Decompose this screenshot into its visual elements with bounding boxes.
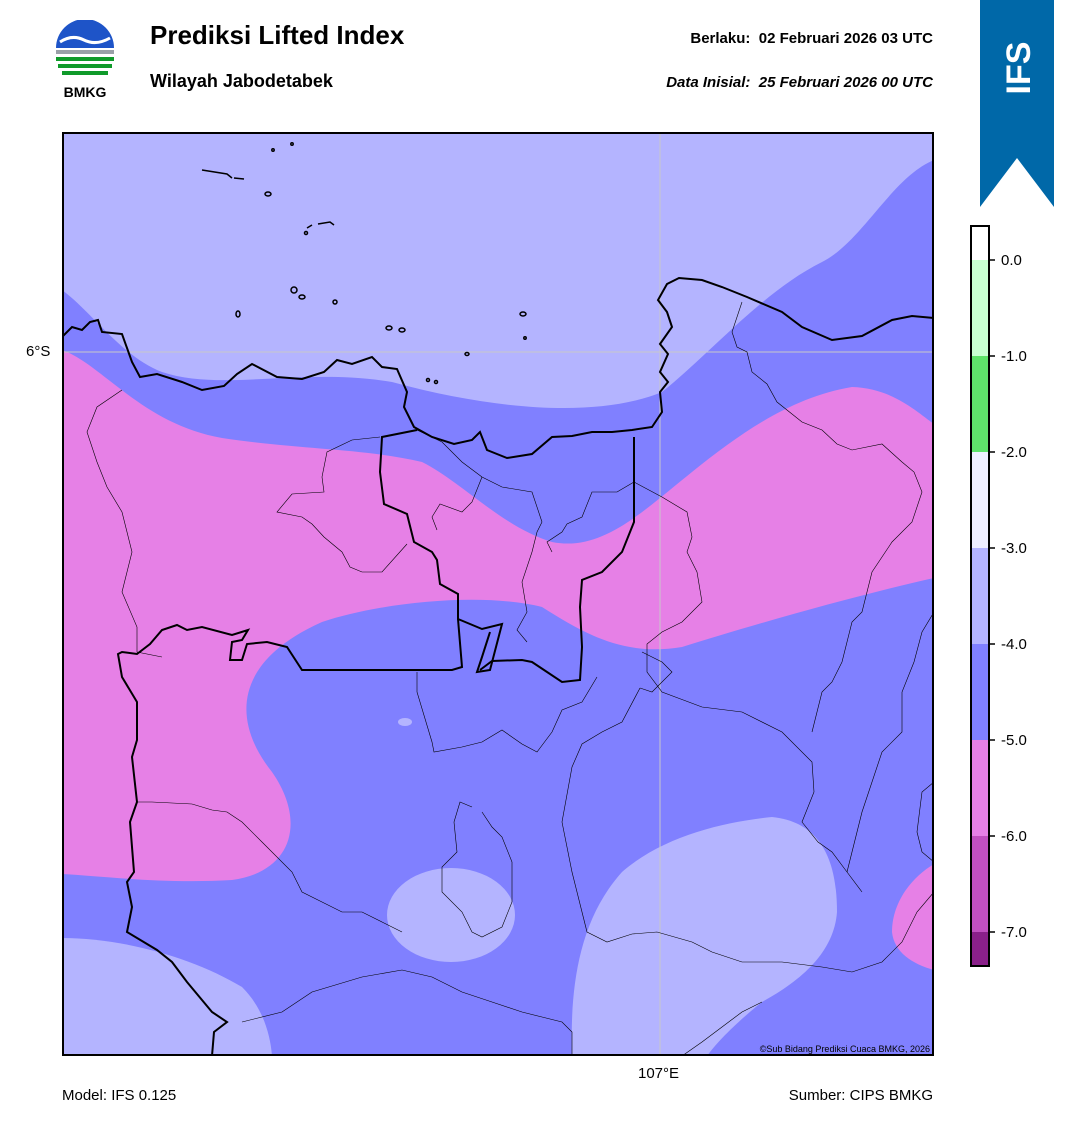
colorbar-segment xyxy=(971,356,989,452)
map-copyright: ©Sub Bidang Prediksi Cuaca BMKG, 2026 xyxy=(760,1044,930,1054)
contour-band-3-4-north xyxy=(62,132,934,409)
valid-label: Berlaku: xyxy=(690,30,751,47)
valid-time: Berlaku: 02 Februari 2026 03 UTC xyxy=(690,30,933,47)
contour-band-5-6 xyxy=(62,350,934,882)
valid-time-value: 02 Februari 2026 03 UTC xyxy=(758,30,933,47)
colorbar-segment xyxy=(971,260,989,356)
ribbon-text: IFS xyxy=(1000,42,1038,95)
colorbar-tick-label: -2.0 xyxy=(1001,444,1027,461)
bmkg-logo-icon: BMKG xyxy=(56,19,114,100)
colorbar-tick-label: -5.0 xyxy=(1001,732,1027,749)
model-info: Model: IFS 0.125 xyxy=(62,1087,177,1104)
colorbar-tick-label: -1.0 xyxy=(1001,348,1027,365)
contour-band-5-6-east xyxy=(892,864,934,970)
longitude-label: 107°E xyxy=(638,1065,680,1082)
province-boundaries xyxy=(116,429,635,1056)
bmkg-logo: BMKG xyxy=(50,19,120,102)
colorbar-segment xyxy=(971,740,989,836)
colorbar-segment xyxy=(971,452,989,548)
colorbar-segment xyxy=(971,226,989,260)
svg-text:BMKG: BMKG xyxy=(64,84,107,100)
thousand-islands xyxy=(201,142,527,385)
colorbar-tick-label: -6.0 xyxy=(1001,828,1027,845)
colorbar-segment xyxy=(971,932,989,966)
page-title: Prediksi Lifted Index xyxy=(150,20,405,50)
contour-band-3-4-southwest xyxy=(62,938,272,1056)
init-label: Data Inisial: xyxy=(666,74,751,91)
lifted-index-map: ©Sub Bidang Prediksi Cuaca BMKG, 2026 xyxy=(62,132,934,1056)
colorbar-canvas: 0.0 -1.0 -2.0 -3.0 -4.0 -5.0 -6.0 -7.0 xyxy=(970,225,1027,967)
colorbar-tick-label: -7.0 xyxy=(1001,924,1027,941)
district-boundaries xyxy=(86,301,934,1056)
colorbar-frame xyxy=(970,225,990,967)
contour-band-3-4-blob xyxy=(398,718,412,726)
colorbar-tick-label: -4.0 xyxy=(1001,636,1027,653)
colorbar-tick-label: 0.0 xyxy=(1001,252,1022,269)
ifs-ribbon: IFS xyxy=(980,0,1054,210)
ribbon-shape: IFS xyxy=(980,0,1054,207)
colorbar-segment xyxy=(971,836,989,932)
map-canvas: ©Sub Bidang Prediksi Cuaca BMKG, 2026 xyxy=(62,132,934,1056)
colorbar-segment xyxy=(971,548,989,644)
map-frame xyxy=(62,132,934,1056)
coastline xyxy=(62,276,934,460)
source-info: Sumber: CIPS BMKG xyxy=(788,1087,933,1104)
colorbar-tick-label: -3.0 xyxy=(1001,540,1027,557)
page-subtitle: Wilayah Jabodetabek xyxy=(150,71,333,91)
init-time: Data Inisial: 25 Februari 2026 00 UTC xyxy=(666,74,933,91)
init-time-value: 25 Februari 2026 00 UTC xyxy=(758,74,933,91)
colorbar: 0.0 -1.0 -2.0 -3.0 -4.0 -5.0 -6.0 -7.0 xyxy=(960,220,1068,970)
ribbon-fill xyxy=(980,0,1054,207)
colorbar-segment xyxy=(971,644,989,740)
contour-band-3-4-southeast xyxy=(571,817,837,1056)
latitude-label: 6°S xyxy=(26,343,51,360)
contour-band-3-4-center xyxy=(387,868,515,962)
